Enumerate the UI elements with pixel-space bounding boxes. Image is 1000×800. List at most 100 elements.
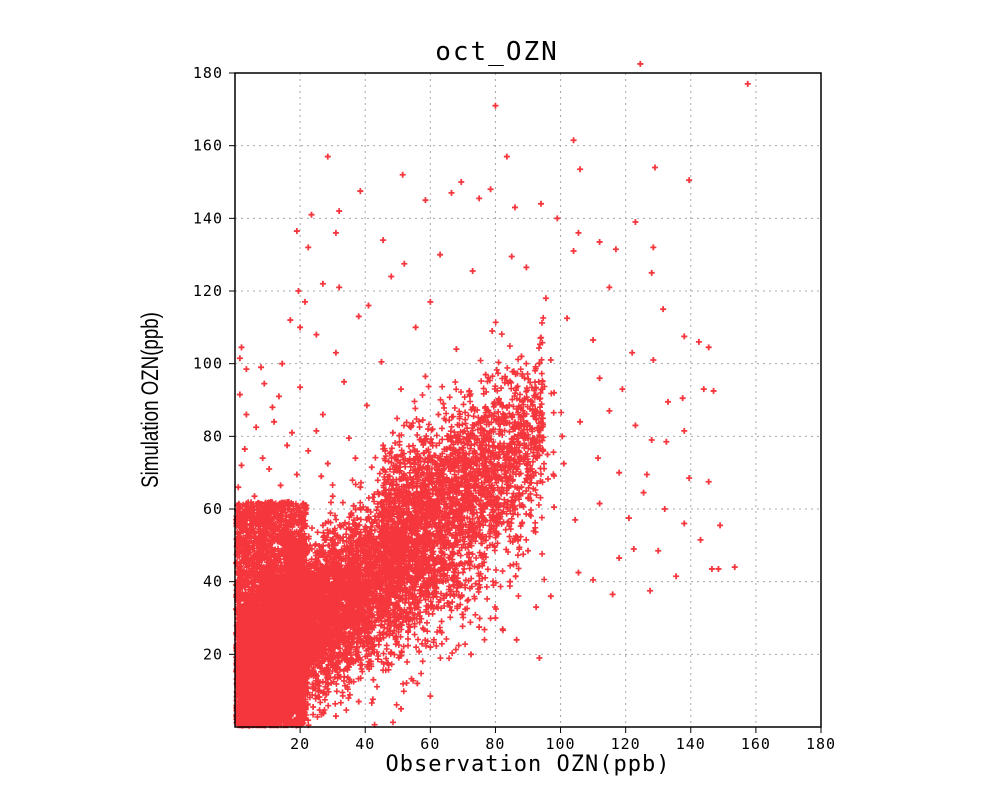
y-tick-label: 60 bbox=[203, 500, 223, 518]
data-point bbox=[266, 716, 273, 723]
data-point bbox=[459, 449, 466, 456]
y-tick-label: 180 bbox=[193, 64, 223, 82]
data-point bbox=[399, 171, 406, 178]
data-point bbox=[632, 218, 639, 225]
data-point bbox=[564, 315, 571, 322]
x-tick-label: 180 bbox=[806, 735, 836, 753]
data-point bbox=[528, 473, 535, 480]
data-point bbox=[246, 705, 253, 712]
data-point bbox=[363, 402, 370, 409]
data-point bbox=[323, 669, 330, 676]
y-tick-label: 120 bbox=[193, 282, 223, 300]
x-tick-label: 160 bbox=[741, 735, 771, 753]
data-point bbox=[590, 576, 597, 583]
data-point bbox=[596, 238, 603, 245]
chart-title: oct_OZN bbox=[435, 37, 559, 67]
data-point bbox=[319, 280, 326, 287]
data-point bbox=[673, 573, 680, 580]
data-point bbox=[570, 248, 577, 255]
data-point bbox=[370, 676, 377, 683]
data-point bbox=[301, 298, 308, 305]
data-point bbox=[551, 504, 558, 511]
data-point bbox=[385, 476, 392, 483]
data-point bbox=[453, 346, 460, 353]
data-point bbox=[398, 386, 405, 393]
data-point bbox=[468, 651, 475, 658]
data-point bbox=[407, 424, 414, 431]
data-point bbox=[277, 482, 284, 489]
x-tick-label: 40 bbox=[355, 735, 375, 753]
data-point bbox=[533, 604, 540, 611]
data-point bbox=[523, 264, 530, 271]
data-point bbox=[518, 484, 525, 491]
data-point bbox=[456, 433, 463, 440]
data-point bbox=[280, 633, 287, 640]
data-point bbox=[492, 515, 499, 522]
data-point bbox=[337, 562, 344, 569]
data-point bbox=[318, 473, 325, 480]
data-point bbox=[570, 137, 577, 144]
data-point bbox=[489, 327, 496, 334]
data-point bbox=[235, 484, 242, 491]
data-point bbox=[651, 164, 658, 171]
data-point bbox=[414, 680, 421, 687]
data-point bbox=[422, 197, 429, 204]
y-tick-label: 160 bbox=[193, 137, 223, 155]
data-point bbox=[341, 378, 348, 385]
data-point bbox=[440, 535, 447, 542]
data-point bbox=[590, 337, 597, 344]
data-point bbox=[355, 313, 362, 320]
data-point bbox=[536, 654, 543, 661]
data-point bbox=[731, 564, 738, 571]
x-tick-label: 120 bbox=[611, 735, 641, 753]
data-point bbox=[525, 547, 531, 554]
data-point bbox=[319, 411, 326, 418]
data-point bbox=[700, 386, 707, 393]
data-point bbox=[253, 662, 260, 669]
plot-frame bbox=[234, 72, 822, 728]
data-point bbox=[414, 549, 421, 556]
data-point bbox=[559, 433, 566, 440]
y-tick-label: 80 bbox=[203, 427, 223, 445]
data-point bbox=[476, 624, 483, 631]
data-point bbox=[650, 244, 657, 251]
data-point bbox=[427, 693, 434, 700]
data-point bbox=[508, 413, 515, 420]
data-point bbox=[446, 478, 453, 485]
data-point bbox=[279, 360, 286, 367]
x-tick-label: 60 bbox=[420, 735, 440, 753]
data-point bbox=[236, 391, 243, 398]
data-point bbox=[261, 380, 268, 387]
data-point bbox=[538, 200, 545, 207]
data-point bbox=[412, 469, 419, 476]
data-point bbox=[637, 60, 644, 67]
y-tick-label: 140 bbox=[193, 209, 223, 227]
x-tick-label: 100 bbox=[546, 735, 576, 753]
data-point bbox=[508, 253, 515, 260]
data-point bbox=[238, 678, 245, 685]
data-point bbox=[238, 344, 245, 351]
data-point bbox=[388, 273, 395, 280]
data-point bbox=[487, 186, 494, 193]
data-point bbox=[332, 713, 339, 720]
data-point bbox=[365, 302, 372, 309]
data-point bbox=[303, 615, 310, 621]
data-point bbox=[655, 547, 662, 554]
data-point bbox=[324, 460, 331, 467]
data-point bbox=[459, 611, 466, 618]
data-point bbox=[241, 542, 248, 549]
data-point bbox=[544, 451, 551, 458]
data-point bbox=[630, 545, 637, 552]
data-point bbox=[251, 493, 258, 500]
data-point bbox=[310, 704, 317, 711]
data-point bbox=[308, 211, 315, 218]
data-point bbox=[355, 698, 362, 705]
data-point bbox=[697, 536, 704, 543]
data-point bbox=[398, 705, 405, 712]
data-point bbox=[324, 153, 331, 160]
data-point bbox=[305, 244, 312, 251]
data-point bbox=[264, 525, 271, 532]
data-point bbox=[681, 427, 688, 434]
data-point bbox=[513, 636, 520, 643]
